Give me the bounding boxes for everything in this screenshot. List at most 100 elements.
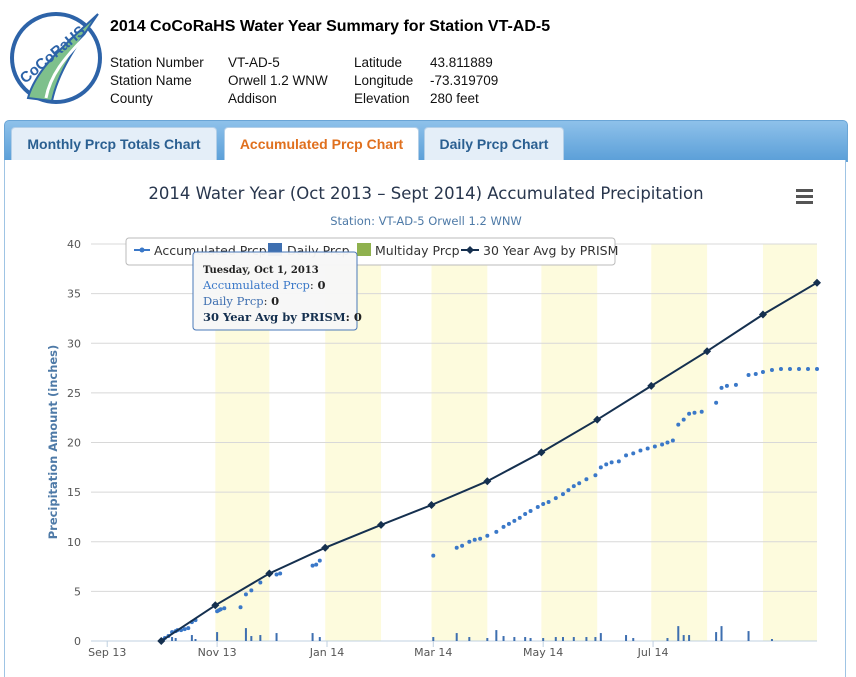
- legend-item-multiday[interactable]: Multiday Prcp: [357, 243, 460, 258]
- longitude-value: -73.319709: [430, 73, 499, 88]
- daily-prcp-bar: [513, 637, 516, 641]
- tooltip-row-daily: Daily Prcp: 0: [203, 294, 279, 308]
- legend-label-prism: 30 Year Avg by PRISM: [483, 243, 618, 258]
- accumulated-prcp-point: [553, 496, 558, 501]
- prism-avg-marker: [813, 278, 821, 287]
- accumulated-prcp-point: [478, 536, 483, 541]
- station-number-label: Station Number: [110, 55, 204, 70]
- accumulated-prcp-point: [560, 492, 565, 497]
- accumulated-prcp-point: [243, 592, 248, 597]
- prism-avg-marker: [377, 520, 386, 529]
- accumulated-prcp-point: [687, 411, 692, 416]
- daily-prcp-bar: [682, 635, 685, 641]
- accumulated-prcp-point: [714, 400, 719, 405]
- accumulated-prcp-point: [699, 409, 704, 414]
- daily-prcp-bar: [554, 637, 557, 641]
- daily-prcp-bar: [585, 637, 588, 641]
- accumulated-prcp-point: [517, 515, 522, 520]
- accumulated-prcp-point: [681, 417, 686, 422]
- accumulated-prcp-point: [238, 605, 243, 610]
- tab-monthly-prcp-totals[interactable]: Monthly Prcp Totals Chart: [11, 127, 217, 161]
- daily-prcp-bar: [432, 637, 435, 641]
- tooltip-row-accumulated: Accumulated Prcp: 0: [202, 278, 325, 292]
- accumulated-prcp-point: [796, 367, 801, 372]
- tooltip-row-prism: 30 Year Avg by PRISM: 0: [203, 310, 362, 324]
- accumulated-prcp-point: [523, 511, 528, 516]
- accumulated-prcp-point: [753, 372, 758, 377]
- y-tick-label: 25: [67, 387, 81, 400]
- accumulated-prcp-point: [571, 484, 576, 489]
- y-tick-label: 40: [67, 238, 81, 251]
- accumulated-prcp-point: [665, 440, 670, 445]
- tab-daily-prcp[interactable]: Daily Prcp Chart: [424, 127, 564, 161]
- y-tick-label: 20: [67, 437, 81, 450]
- accumulated-prcp-point: [787, 367, 792, 372]
- accumulated-prcp-point: [616, 459, 621, 464]
- daily-prcp-bar: [688, 635, 691, 641]
- accumulated-prcp-point: [746, 373, 751, 378]
- daily-prcp-bar: [190, 635, 193, 641]
- prism-avg-marker: [265, 569, 274, 578]
- accumulated-prcp-point: [584, 477, 589, 482]
- prism-avg-marker: [211, 601, 220, 610]
- prism-avg-marker: [157, 637, 166, 645]
- chart-title: 2014 Water Year (Oct 2013 – Sept 2014) A…: [148, 184, 703, 203]
- daily-prcp-bar: [502, 636, 505, 641]
- prism-avg-marker: [758, 310, 767, 319]
- accumulated-prcp-point: [769, 368, 774, 373]
- x-axis-ticks: Sep 13 Nov 13 Jan 14 Mar 14 May 14 Jul 14: [88, 641, 668, 659]
- accumulated-prcp-point: [676, 422, 681, 427]
- y-axis-label: Precipitation Amount (inches): [46, 345, 60, 540]
- accumulated-prcp-point: [274, 572, 279, 577]
- prism-avg-marker: [647, 381, 656, 390]
- accumulated-prcp-point: [670, 438, 675, 443]
- longitude-label: Longitude: [354, 73, 414, 88]
- accumulated-prcp-points: [159, 367, 819, 643]
- accumulated-prcp-point: [501, 524, 506, 529]
- hamburger-menu-icon[interactable]: [791, 187, 815, 207]
- page-title: 2014 CoCoRaHS Water Year Summary for Sta…: [110, 18, 551, 35]
- accumulated-prcp-point: [778, 367, 783, 372]
- accumulated-prcp-point: [222, 606, 227, 611]
- accumulated-prcp-point: [719, 385, 724, 390]
- accumulated-prcp-point: [218, 607, 223, 612]
- daily-prcp-bar: [625, 635, 628, 641]
- prism-avg-marker: [703, 347, 712, 356]
- accumulated-prcp-point: [692, 410, 697, 415]
- daily-prcp-bar: [770, 639, 773, 641]
- daily-prcp-bar: [486, 638, 489, 641]
- accumulated-prcp-point: [541, 502, 546, 507]
- page-header: CoCoRaHS 2014 CoCoRaHS Water Year Summar…: [0, 0, 856, 118]
- accumulated-prcp-point: [577, 481, 582, 486]
- accumulated-prcp-point: [604, 462, 609, 467]
- accumulated-prcp-point: [186, 626, 191, 631]
- accumulated-prcp-point: [460, 543, 465, 548]
- accumulated-prcp-point: [631, 451, 636, 456]
- accumulated-prcp-point: [454, 545, 459, 550]
- station-number-value: VT-AD-5: [228, 55, 280, 70]
- y-tick-label: 35: [67, 288, 81, 301]
- accumulated-prcp-point: [512, 518, 517, 523]
- daily-prcp-bar: [542, 638, 545, 641]
- y-tick-label: 5: [74, 585, 81, 598]
- daily-prcp-bar: [318, 637, 321, 641]
- chart-tooltip: Tuesday, Oct 1, 2013 Accumulated Prcp: 0…: [192, 251, 362, 331]
- accumulated-prcp-point: [566, 488, 571, 493]
- accumulated-prcp-point: [528, 508, 533, 513]
- accumulated-prcp-point: [258, 580, 263, 585]
- accumulated-prcp-point: [609, 460, 614, 465]
- tab-accumulated-prcp[interactable]: Accumulated Prcp Chart: [224, 127, 419, 161]
- county-label: County: [110, 91, 153, 106]
- accumulated-prcp-point: [638, 448, 643, 453]
- daily-prcp-bar: [720, 626, 723, 641]
- prism-avg-marker: [483, 477, 492, 486]
- daily-prcp-bar: [468, 637, 471, 641]
- daily-prcp-bar: [594, 637, 597, 641]
- daily-prcp-bar: [216, 632, 219, 641]
- accumulated-prcp-point: [598, 465, 603, 470]
- legend-item-prism[interactable]: 30 Year Avg by PRISM: [461, 243, 618, 258]
- prism-avg-marker: [537, 448, 546, 457]
- accumulated-prcp-point: [278, 571, 283, 576]
- accumulated-prcp-point: [314, 562, 319, 567]
- accumulated-prcp-point: [645, 446, 650, 451]
